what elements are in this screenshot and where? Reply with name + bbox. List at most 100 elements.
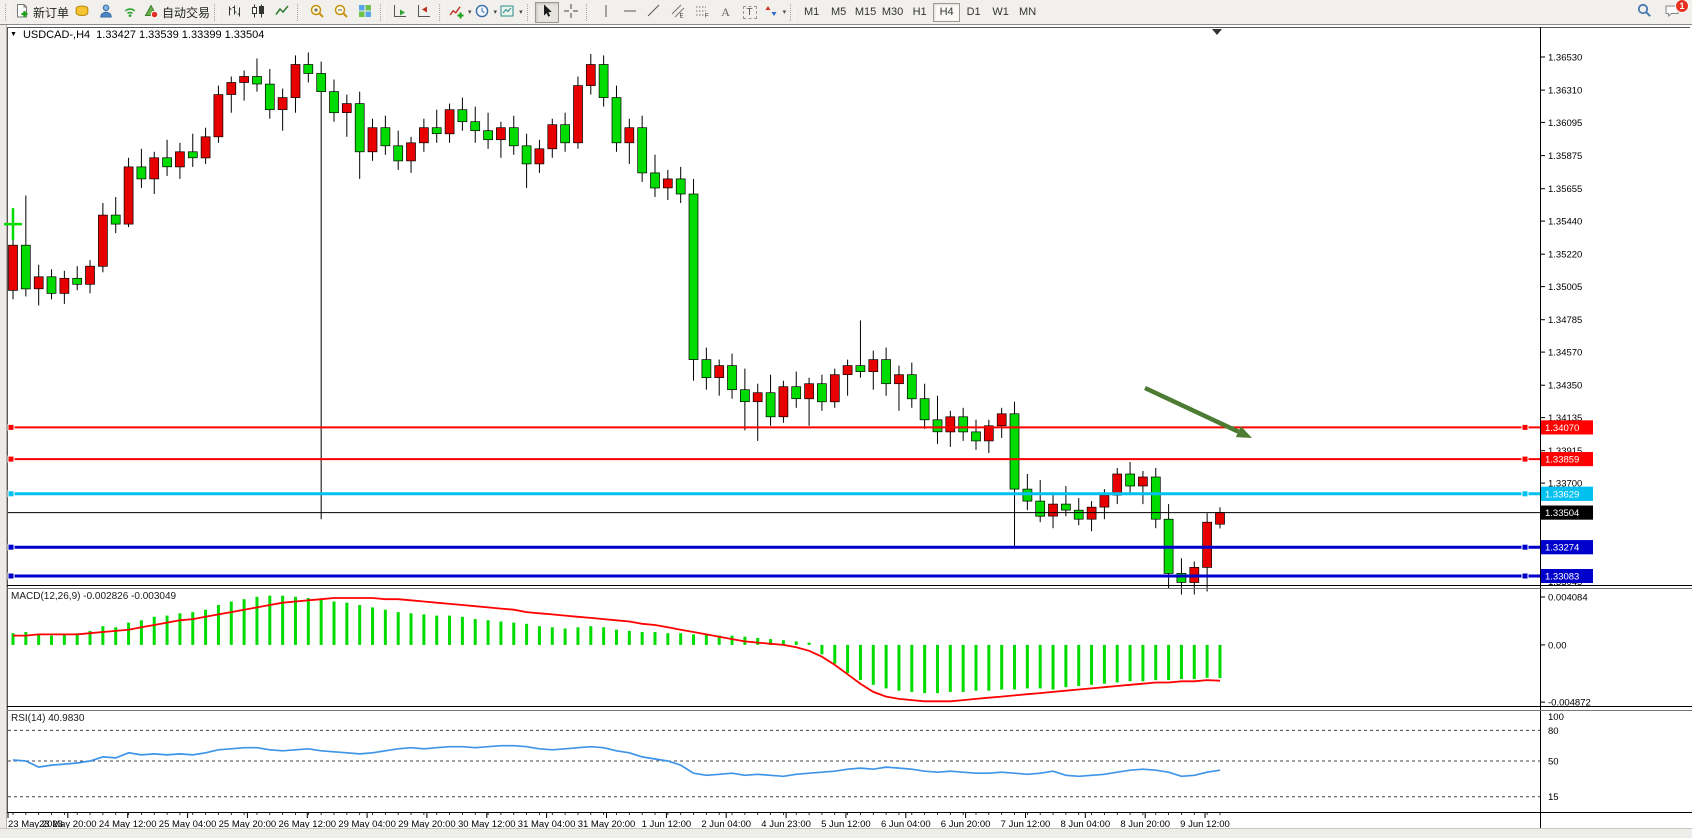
timeframe-button-W1[interactable]: W1 xyxy=(987,3,1014,22)
candlestick-chart-button[interactable] xyxy=(246,2,270,23)
arrows-tool-button[interactable]: ▾ xyxy=(762,2,788,23)
svg-text:1.34350: 1.34350 xyxy=(1548,381,1582,392)
zoom-in-icon xyxy=(309,3,325,22)
svg-text:6 Jun 20:00: 6 Jun 20:00 xyxy=(941,819,991,828)
chart-shift-icon xyxy=(416,3,432,22)
svg-text:1 Jun 12:00: 1 Jun 12:00 xyxy=(642,819,692,828)
svg-text:4 Jun 23:00: 4 Jun 23:00 xyxy=(761,819,811,828)
community-button[interactable] xyxy=(94,2,118,23)
svg-text:7 Jun 12:00: 7 Jun 12:00 xyxy=(1001,819,1051,828)
template-icon xyxy=(499,3,515,22)
template-button[interactable]: ▾ xyxy=(498,2,524,23)
zoom-out-button[interactable] xyxy=(329,2,353,23)
svg-text:29 May 20:00: 29 May 20:00 xyxy=(398,819,456,828)
line-chart-button[interactable] xyxy=(270,2,294,23)
auto-scroll-button[interactable] xyxy=(388,2,412,23)
dropdown-caret-icon: ▾ xyxy=(493,9,498,16)
svg-text:50: 50 xyxy=(1548,757,1559,768)
svg-text:1.36095: 1.36095 xyxy=(1548,118,1582,129)
trendline-tool-button[interactable] xyxy=(642,2,666,23)
svg-text:1.33504: 1.33504 xyxy=(1545,508,1579,519)
equidistant-channel-icon: E xyxy=(670,3,686,22)
vertical-line-icon xyxy=(598,3,614,22)
toolbar-grip xyxy=(297,3,303,21)
svg-text:1.35655: 1.35655 xyxy=(1548,184,1582,195)
toolbar-grip xyxy=(585,3,591,21)
svg-text:1.34135: 1.34135 xyxy=(1548,413,1582,424)
svg-text:1.33083: 1.33083 xyxy=(1545,572,1579,583)
svg-text:1.34070: 1.34070 xyxy=(1545,423,1579,434)
arrow-shapes-icon xyxy=(763,3,779,22)
trendline-icon xyxy=(646,3,662,22)
horizontal-line-icon xyxy=(622,3,638,22)
market-watch-button[interactable] xyxy=(70,2,94,23)
toolbar-grip xyxy=(5,3,10,21)
gold-stack-icon xyxy=(74,3,90,22)
svg-text:15: 15 xyxy=(1548,792,1559,803)
person-icon xyxy=(98,3,114,22)
cursor-tool-button[interactable] xyxy=(534,1,559,23)
fibonacci-tool-button[interactable]: F xyxy=(690,2,714,23)
svg-text:80: 80 xyxy=(1548,726,1559,737)
main-toolbar: 新订单 自动交易 ▾ ▾ xyxy=(0,0,1692,25)
svg-text:6 Jun 04:00: 6 Jun 04:00 xyxy=(881,819,931,828)
svg-text:25 May 20:00: 25 May 20:00 xyxy=(219,819,277,828)
tile-windows-button[interactable] xyxy=(353,2,377,23)
timeframe-button-H1[interactable]: H1 xyxy=(906,3,933,22)
autotrade-button[interactable]: 自动交易 xyxy=(142,2,211,23)
dropdown-caret-icon: ▾ xyxy=(519,9,523,16)
timeframe-button-M5[interactable]: M5 xyxy=(825,3,852,22)
text-tool-icon: A xyxy=(721,4,730,19)
svg-text:30 May 12:00: 30 May 12:00 xyxy=(458,819,516,828)
timeframe-menu-button[interactable]: ▾ xyxy=(473,2,499,23)
add-indicator-icon xyxy=(448,3,464,22)
svg-text:26 May 12:00: 26 May 12:00 xyxy=(279,819,337,828)
bar-chart-button[interactable] xyxy=(222,2,246,23)
search-button[interactable] xyxy=(1632,2,1656,23)
zoom-in-button[interactable] xyxy=(305,2,329,23)
vertical-line-tool-button[interactable] xyxy=(594,2,618,23)
autotrade-icon xyxy=(143,3,159,22)
signals-button[interactable] xyxy=(118,2,142,23)
new-order-icon xyxy=(14,3,30,22)
svg-text:8 Jun 04:00: 8 Jun 04:00 xyxy=(1060,819,1110,828)
autotrade-label: 自动交易 xyxy=(162,5,211,20)
svg-text:24 May 12:00: 24 May 12:00 xyxy=(99,819,157,828)
chart-window[interactable]: 1.34070 1.33859 1.33629 1.33504 1.33274 1.330… xyxy=(0,25,1692,828)
clock-icon xyxy=(474,3,490,22)
new-order-label: 新订单 xyxy=(33,5,70,20)
chart-canvas[interactable]: 1.34070 1.33859 1.33629 1.33504 1.33274 1.330… xyxy=(0,25,1692,828)
svg-text:1.33629: 1.33629 xyxy=(1545,489,1579,500)
text-label-tool-button[interactable]: T xyxy=(738,2,762,23)
crosshair-tool-button[interactable] xyxy=(559,2,583,23)
svg-text:1.35220: 1.35220 xyxy=(1548,250,1582,261)
timeframe-button-M1[interactable]: M1 xyxy=(798,3,825,22)
new-order-button[interactable]: 新订单 xyxy=(13,2,70,23)
text-label-icon: T xyxy=(742,5,757,19)
text-tool-button[interactable]: A xyxy=(714,2,738,23)
tile-windows-icon xyxy=(357,3,373,22)
add-indicator-button[interactable]: ▾ xyxy=(447,2,473,23)
horizontal-line-tool-button[interactable] xyxy=(618,2,642,23)
svg-text:1.36530: 1.36530 xyxy=(1548,53,1582,64)
svg-text:1.33700: 1.33700 xyxy=(1548,479,1582,490)
notifications-button[interactable]: 1 xyxy=(1660,0,1689,23)
timeframe-button-M30[interactable]: M30 xyxy=(879,3,906,22)
timeframe-button-H4[interactable]: H4 xyxy=(933,2,961,22)
svg-text:1.35440: 1.35440 xyxy=(1548,217,1582,228)
toolbar-grip xyxy=(439,3,445,21)
chart-shift-button[interactable] xyxy=(412,2,436,23)
svg-text:1.33859: 1.33859 xyxy=(1545,455,1579,466)
timeframe-button-M15[interactable]: M15 xyxy=(852,3,879,22)
svg-text:0.004084: 0.004084 xyxy=(1548,593,1588,604)
timeframe-button-MN[interactable]: MN xyxy=(1014,3,1041,22)
bar-chart-icon xyxy=(226,3,242,22)
channel-tool-button[interactable]: E xyxy=(666,2,690,23)
timeframe-toolbar: M1 M5 M15 M30 H1 H4 D1 W1 MN xyxy=(798,2,1041,22)
timeframe-button-D1[interactable]: D1 xyxy=(960,3,987,22)
svg-text:1.34785: 1.34785 xyxy=(1548,315,1582,326)
candlestick-chart-icon xyxy=(250,3,266,22)
toolbar-grip xyxy=(526,3,532,21)
svg-text:8 Jun 20:00: 8 Jun 20:00 xyxy=(1120,819,1170,828)
svg-text:25 May 04:00: 25 May 04:00 xyxy=(159,819,217,828)
